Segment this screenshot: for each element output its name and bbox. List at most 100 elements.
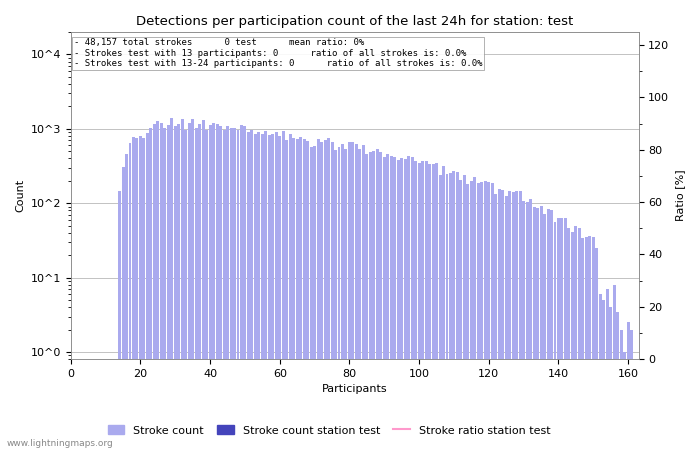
Y-axis label: Ratio [%]: Ratio [%] bbox=[675, 170, 685, 221]
Bar bbox=[170, 118, 174, 450]
Bar bbox=[491, 183, 494, 450]
Bar bbox=[445, 174, 449, 450]
Bar bbox=[272, 135, 274, 450]
Bar bbox=[195, 127, 197, 450]
Bar bbox=[533, 207, 536, 450]
Bar bbox=[519, 190, 522, 450]
Bar bbox=[592, 238, 595, 450]
Bar bbox=[393, 157, 396, 450]
Bar bbox=[122, 167, 125, 450]
Bar bbox=[177, 124, 180, 450]
Bar bbox=[167, 125, 170, 450]
Bar bbox=[286, 140, 288, 450]
Bar bbox=[191, 119, 194, 450]
Bar bbox=[146, 133, 149, 450]
Bar bbox=[529, 199, 532, 450]
Bar bbox=[442, 166, 445, 450]
Bar bbox=[501, 190, 504, 450]
Bar bbox=[320, 142, 323, 450]
Bar bbox=[404, 158, 407, 450]
Bar bbox=[414, 161, 417, 450]
Bar bbox=[616, 311, 620, 450]
Bar bbox=[302, 139, 306, 450]
Bar bbox=[216, 124, 218, 450]
Bar bbox=[411, 157, 414, 450]
Bar bbox=[355, 144, 358, 450]
Bar bbox=[578, 228, 581, 450]
Bar bbox=[452, 171, 456, 450]
Bar bbox=[435, 163, 438, 450]
Bar bbox=[508, 191, 511, 450]
Bar bbox=[351, 143, 354, 450]
Bar bbox=[379, 152, 382, 450]
Bar bbox=[568, 228, 570, 450]
Bar bbox=[449, 173, 452, 450]
Bar bbox=[244, 126, 246, 450]
Bar bbox=[139, 135, 142, 450]
Bar bbox=[463, 176, 466, 450]
Bar bbox=[547, 209, 550, 450]
Bar bbox=[564, 218, 567, 450]
Bar bbox=[425, 161, 428, 450]
Bar bbox=[487, 181, 490, 450]
Bar bbox=[512, 192, 514, 450]
Bar bbox=[571, 232, 574, 450]
Bar bbox=[575, 226, 577, 450]
Bar bbox=[383, 157, 386, 450]
Bar bbox=[358, 149, 361, 450]
Bar bbox=[439, 175, 442, 450]
Bar bbox=[561, 217, 564, 450]
Bar bbox=[209, 125, 211, 450]
Bar bbox=[348, 142, 351, 450]
Bar bbox=[163, 128, 167, 450]
Text: - 48,157 total strokes      0 test      mean ratio: 0%
- Strokes test with 13 pa: - 48,157 total strokes 0 test mean ratio… bbox=[74, 39, 482, 68]
Bar bbox=[620, 329, 623, 450]
Bar bbox=[494, 194, 497, 450]
Bar bbox=[268, 135, 271, 450]
Bar bbox=[432, 164, 435, 450]
Bar bbox=[397, 160, 400, 450]
Bar bbox=[540, 207, 542, 450]
Bar bbox=[595, 248, 598, 450]
Bar bbox=[149, 128, 153, 450]
Bar bbox=[372, 151, 375, 450]
Bar bbox=[341, 144, 344, 450]
Bar bbox=[598, 294, 602, 450]
Bar bbox=[421, 161, 424, 450]
Bar bbox=[205, 130, 208, 450]
Bar bbox=[554, 222, 556, 450]
Bar bbox=[223, 130, 225, 450]
Bar bbox=[240, 125, 243, 450]
Bar bbox=[623, 352, 626, 450]
Bar bbox=[160, 123, 163, 450]
Bar bbox=[313, 146, 316, 450]
Bar bbox=[473, 177, 477, 450]
Bar bbox=[198, 124, 201, 450]
Bar bbox=[390, 156, 393, 450]
Bar bbox=[334, 150, 337, 450]
Bar bbox=[418, 163, 421, 450]
Bar bbox=[369, 153, 372, 450]
Bar bbox=[306, 141, 309, 450]
Bar bbox=[323, 140, 327, 450]
Bar bbox=[129, 143, 132, 450]
Bar bbox=[588, 237, 592, 450]
Bar bbox=[265, 131, 267, 450]
Bar bbox=[258, 132, 260, 450]
Bar bbox=[279, 136, 281, 450]
Bar bbox=[602, 300, 606, 450]
Bar bbox=[226, 126, 229, 450]
Legend: Stroke count, Stroke count station test, Stroke ratio station test: Stroke count, Stroke count station test,… bbox=[103, 421, 555, 440]
Bar bbox=[386, 154, 389, 450]
Bar bbox=[498, 189, 500, 450]
Bar bbox=[118, 191, 121, 450]
Bar bbox=[202, 120, 204, 450]
Bar bbox=[630, 329, 633, 450]
Bar bbox=[153, 124, 156, 450]
Bar bbox=[289, 134, 292, 450]
Bar bbox=[261, 134, 264, 450]
Bar bbox=[480, 182, 483, 450]
Bar bbox=[188, 123, 190, 450]
Bar bbox=[456, 172, 459, 450]
Y-axis label: Count: Count bbox=[15, 179, 25, 212]
